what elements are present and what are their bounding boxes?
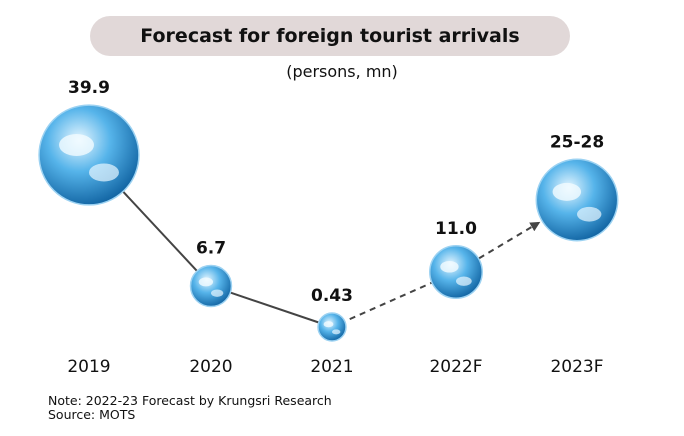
globe-icon [38,104,140,206]
data-label: 0.43 [311,286,353,306]
forecast-line-segment [469,221,541,265]
chart-title: Forecast for foreign tourist arrivals [90,16,570,56]
globe-icon [535,158,619,242]
globe-icon [429,245,483,299]
globe-continent [323,321,334,328]
globe-icon [317,312,347,342]
globe-continent [59,134,94,156]
data-label: 39.9 [68,78,110,98]
globe-continent [456,276,472,286]
globe-continent [89,163,119,182]
source-text: Source: MOTS [48,407,136,422]
globe-continent [211,289,224,297]
globe-icon [189,264,233,308]
globe-continent [577,206,602,222]
globe-continent [552,182,582,201]
data-label: 11.0 [435,219,477,239]
note-text: Note: 2022-23 Forecast by Krungsri Resea… [48,393,332,408]
forecast-line-segment [339,281,433,325]
x-tick-label: 2021 [310,357,353,377]
data-label: 25-28 [550,132,604,152]
x-tick-label: 2022F [429,357,482,377]
actual-line-segment [222,288,320,324]
globe-continent [440,260,459,273]
actual-line-segment [108,176,198,272]
footnote: Note: 2022-23 Forecast by Krungsri Resea… [48,394,332,422]
chart-subtitle: (persons, mn) [286,62,398,81]
x-tick-label: 2020 [189,357,232,377]
globe-continent [198,277,214,287]
globe-continent [332,329,341,335]
data-label: 6.7 [196,239,226,259]
x-tick-label: 2023F [550,357,603,377]
x-tick-label: 2019 [67,357,110,377]
